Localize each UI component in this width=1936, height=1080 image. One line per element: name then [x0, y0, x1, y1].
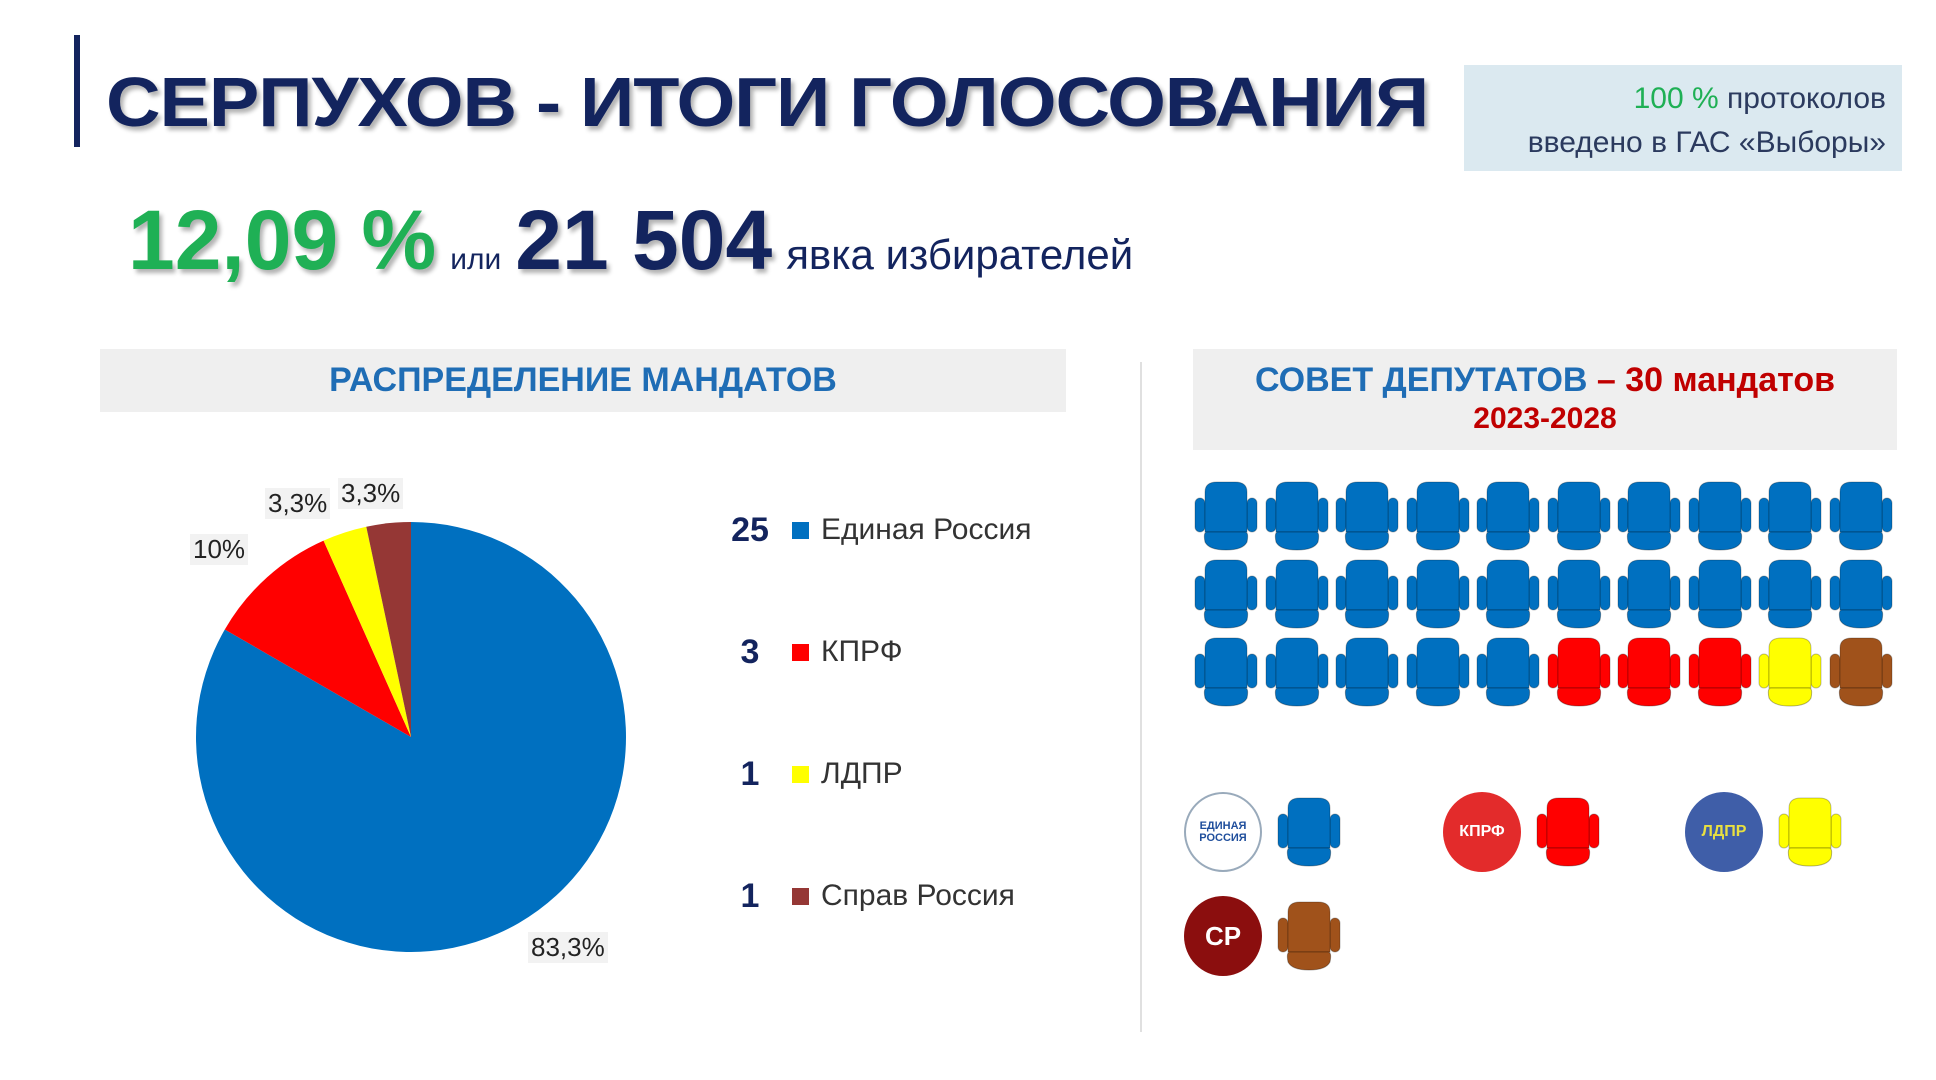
seat-icon	[1334, 480, 1400, 552]
council-dash: –	[1587, 361, 1626, 399]
legend-swatch	[792, 887, 809, 905]
seat-icon	[1757, 558, 1823, 630]
legend-item: 1 Справ Россия	[720, 876, 1015, 916]
divider	[1140, 362, 1142, 1032]
legend-label: КПРФ	[821, 635, 903, 668]
seat-icon	[1777, 796, 1843, 868]
party-logo-er: ЕДИНАЯ РОССИЯ	[1184, 792, 1262, 872]
council-title: СОВЕТ ДЕПУТАТОВ	[1254, 361, 1588, 399]
legend-swatch	[792, 521, 809, 539]
seat-icon	[1757, 480, 1823, 552]
legend-swatch	[792, 643, 809, 661]
seat-icon	[1193, 558, 1259, 630]
council-header: СОВЕТ ДЕПУТАТОВ – 30 мандатов 2023-2028	[1193, 349, 1897, 450]
turnout-or: или	[450, 243, 502, 276]
legend-count: 1	[740, 876, 760, 915]
mandates-distribution-header: РАСПРЕДЕЛЕНИЕ МАНДАТОВ	[100, 349, 1066, 412]
legend-item: 25 Единая Россия	[720, 510, 1031, 550]
turnout-percent: 12,09 %	[128, 193, 437, 287]
pie-slice	[195, 522, 626, 952]
seat-icon	[1264, 636, 1330, 708]
seat-icon	[1687, 636, 1753, 708]
page-title: СЕРПУХОВ - ИТОГИ ГОЛОСОВАНИЯ	[106, 63, 1429, 141]
seat-icon	[1535, 796, 1601, 868]
pie-slice	[323, 526, 411, 737]
seat-icon	[1405, 480, 1471, 552]
seat-icon	[1475, 636, 1541, 708]
seat-icon	[1616, 558, 1682, 630]
legend-count: 1	[740, 754, 760, 793]
seat-icon	[1264, 558, 1330, 630]
seat-icon	[1405, 558, 1471, 630]
pie-data-label: 3,3%	[265, 488, 331, 519]
protocols-info-box: 100 % протоколов введено в ГАС «Выборы»	[1464, 65, 1902, 171]
pie-data-label: 3,3%	[338, 478, 404, 509]
accent-bar	[74, 35, 80, 147]
seat-icon	[1475, 480, 1541, 552]
legend-label: ЛДПР	[821, 757, 903, 790]
seat-icon	[1334, 636, 1400, 708]
turnout-label: явка избирателей	[786, 231, 1134, 278]
legend-item: 1 ЛДПР	[720, 754, 903, 794]
seat-icon	[1757, 636, 1823, 708]
seat-icon	[1546, 636, 1612, 708]
pie-chart	[195, 522, 626, 952]
council-years: 2023-2028	[1473, 402, 1617, 435]
pie-data-label: 83,3%	[528, 932, 608, 963]
protocols-percent: 100 %	[1633, 82, 1719, 115]
party-logo-ldpr: ЛДПР	[1685, 792, 1763, 872]
pie-slice	[366, 522, 411, 737]
pie-data-label: 10%	[190, 534, 249, 565]
seat-icon	[1405, 636, 1471, 708]
seat-icon	[1264, 480, 1330, 552]
seat-icon	[1616, 636, 1682, 708]
seat-icon	[1687, 558, 1753, 630]
seat-icon	[1193, 636, 1259, 708]
seat-icon	[1546, 558, 1612, 630]
seat-icon	[1828, 636, 1894, 708]
legend-swatch	[792, 765, 809, 783]
turnout-row: 12,09 % или 21 504 явка избирателей	[128, 192, 1133, 289]
legend-count: 25	[731, 510, 769, 549]
seat-icon	[1193, 480, 1259, 552]
legend-label: Единая Россия	[821, 513, 1032, 546]
council-mandates: 30 мандатов	[1625, 361, 1836, 399]
legend-count: 3	[740, 632, 760, 671]
pie-slice	[224, 540, 411, 737]
protocols-text-2: введено в ГАС «Выборы»	[1527, 126, 1886, 159]
seat-icon	[1616, 480, 1682, 552]
seat-icon	[1687, 480, 1753, 552]
seat-icon	[1475, 558, 1541, 630]
seat-icon	[1546, 480, 1612, 552]
seat-icon	[1276, 900, 1342, 972]
legend-label: Справ Россия	[821, 879, 1015, 912]
turnout-count: 21 504	[515, 193, 773, 287]
legend-item: 3 КПРФ	[720, 632, 903, 672]
party-logo-kprf: КПРФ	[1443, 792, 1521, 872]
seat-icon	[1334, 558, 1400, 630]
seat-icon	[1828, 558, 1894, 630]
party-logo-sr: СР	[1184, 896, 1262, 976]
protocols-text: протоколов	[1727, 82, 1886, 115]
seat-icon	[1828, 480, 1894, 552]
seat-icon	[1276, 796, 1342, 868]
